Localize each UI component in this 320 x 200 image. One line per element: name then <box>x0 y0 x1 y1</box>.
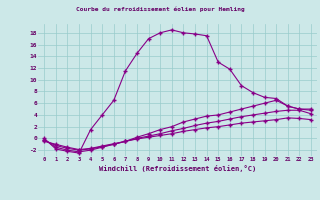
Text: Courbe du refroidissement éolien pour Hemling: Courbe du refroidissement éolien pour He… <box>76 6 244 11</box>
X-axis label: Windchill (Refroidissement éolien,°C): Windchill (Refroidissement éolien,°C) <box>99 165 256 172</box>
